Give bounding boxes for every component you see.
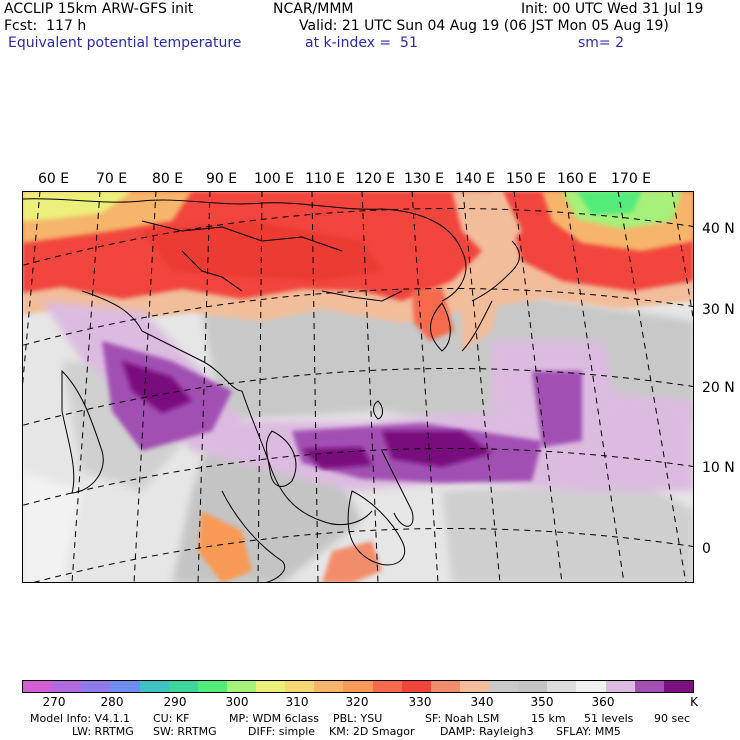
lon-label: 90 E	[206, 171, 238, 187]
colorbar-swatch	[634, 681, 664, 692]
colorbar	[22, 680, 694, 693]
grid-spacing: 15 km	[531, 712, 566, 725]
colorbar-swatch	[52, 681, 82, 692]
colorbar-swatch	[256, 681, 286, 692]
lat-label: 10 N	[702, 460, 735, 476]
colorbar-tick: 270	[42, 695, 66, 709]
colorbar-tick: 340	[470, 695, 494, 709]
colorbar-unit: K	[690, 695, 698, 709]
colorbar-swatch	[547, 681, 577, 692]
colorbar-tick: 350	[530, 695, 554, 709]
colorbar-tick: 290	[163, 695, 187, 709]
valid-time: Valid: 21 UTC Sun 04 Aug 19 (06 JST Mon …	[299, 18, 669, 34]
init-time: Init: 00 UTC Wed 31 Jul 19	[521, 1, 704, 17]
lon-label: 170 E	[611, 171, 652, 187]
colorbar-swatch	[343, 681, 373, 692]
colorbar-tick: 310	[285, 695, 309, 709]
colorbar-swatch	[430, 681, 460, 692]
colorbar-swatch	[401, 681, 431, 692]
lat-label: 20 N	[702, 380, 735, 396]
lon-label: 80 E	[152, 171, 184, 187]
colorbar-swatch	[518, 681, 548, 692]
forecast-map	[22, 191, 694, 583]
colorbar-swatch	[663, 681, 693, 692]
pbl-scheme: PBL: YSU	[333, 712, 383, 725]
longwave-scheme: LW: RRTMG	[72, 725, 134, 738]
lon-label: 130 E	[404, 171, 445, 187]
lon-label: 120 E	[355, 171, 396, 187]
model-title: ACCLIP 15km ARW-GFS init	[4, 1, 194, 17]
field-name: Equivalent potential temperature	[8, 35, 242, 51]
lon-label: 110 E	[305, 171, 346, 187]
colorbar-swatch	[576, 681, 606, 692]
surface-scheme: SF: Noah LSM	[425, 712, 500, 725]
colorbar-swatch	[110, 681, 140, 692]
colorbar-tick: 330	[408, 695, 432, 709]
colorbar-swatch	[168, 681, 198, 692]
lon-label: 60 E	[38, 171, 70, 187]
surface-layer-scheme: SFLAY: MM5	[556, 725, 621, 738]
level-index: at k-index = 51	[305, 35, 418, 51]
institution: NCAR/MMM	[273, 1, 354, 17]
lon-label: 150 E	[506, 171, 547, 187]
cumulus-scheme: CU: KF	[153, 712, 190, 725]
colorbar-swatch	[314, 681, 344, 692]
lat-label: 0	[702, 541, 711, 557]
forecast-hour: Fcst: 117 h	[4, 18, 87, 34]
colorbar-swatch	[285, 681, 315, 692]
timestep: 90 sec	[654, 712, 691, 725]
damping-option: DAMP: Rayleigh3	[440, 725, 534, 738]
colorbar-swatch	[489, 681, 519, 692]
model-info: Model Info: V4.1.1	[30, 712, 131, 725]
colorbar-tick: 320	[345, 695, 369, 709]
lat-label: 40 N	[702, 221, 735, 237]
km-option: KM: 2D Smagor	[329, 725, 415, 738]
colorbar-swatch	[226, 681, 256, 692]
colorbar-swatch	[372, 681, 402, 692]
microphysics-scheme: MP: WDM 6class	[229, 712, 319, 725]
colorbar-swatch	[23, 681, 53, 692]
colorbar-tick: 300	[225, 695, 249, 709]
smoothing: sm= 2	[578, 35, 625, 51]
colorbar-swatch	[139, 681, 169, 692]
colorbar-swatch	[459, 681, 489, 692]
shortwave-scheme: SW: RRTMG	[153, 725, 217, 738]
colorbar-swatch	[605, 681, 635, 692]
lon-label: 70 E	[96, 171, 128, 187]
lat-label: 30 N	[702, 302, 735, 318]
colorbar-tick: 360	[591, 695, 615, 709]
vertical-levels: 51 levels	[584, 712, 634, 725]
lon-label: 100 E	[254, 171, 295, 187]
colorbar-swatch	[197, 681, 227, 692]
colorbar-swatch	[81, 681, 111, 692]
diffusion-option: DIFF: simple	[248, 725, 316, 738]
lon-label: 160 E	[557, 171, 598, 187]
lon-label: 140 E	[455, 171, 496, 187]
colorbar-tick: 280	[100, 695, 124, 709]
